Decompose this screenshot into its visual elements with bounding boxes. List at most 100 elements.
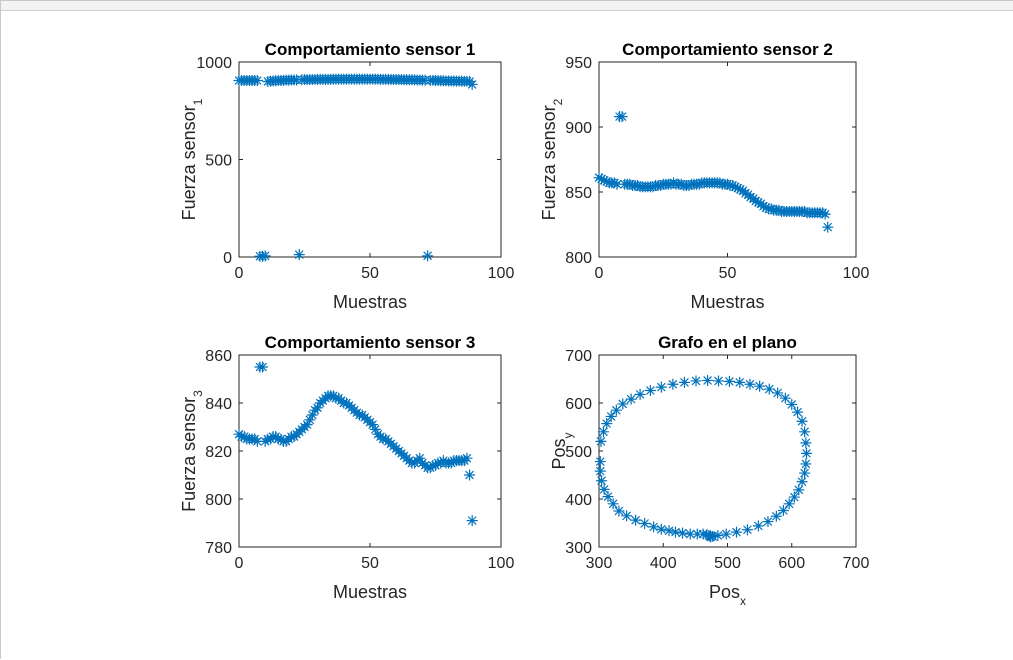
data-point (772, 387, 784, 399)
data-point (595, 435, 607, 447)
data-point (251, 74, 263, 87)
y-axis-label-text: Fuerza sensor (179, 397, 199, 512)
data-point (800, 458, 812, 470)
data-point (763, 383, 775, 395)
data-point (669, 526, 682, 538)
x-tick-label: 400 (650, 555, 677, 572)
y-axis-label-subscript: 2 (551, 98, 565, 105)
data-point (796, 476, 808, 488)
data-point (663, 525, 675, 537)
data-point (786, 398, 798, 411)
y-axis-label-text: Pos (549, 438, 569, 469)
figure-toolbar-strip (1, 1, 1013, 11)
data-point (625, 393, 637, 405)
y-tick-label: 780 (205, 540, 232, 557)
y-tick-label: 800 (205, 492, 232, 509)
data-point (734, 376, 746, 388)
y-tick-label: 600 (565, 396, 592, 413)
data-point (463, 469, 476, 481)
x-axis-label-text: Muestras (690, 292, 764, 312)
y-axis-label-subscript: y (561, 432, 575, 438)
data-point (720, 528, 732, 540)
x-tick-label: 0 (235, 265, 244, 282)
y-axis-label-subscript: 3 (191, 390, 205, 397)
y-tick-label: 700 (565, 348, 592, 365)
y-tick-label: 860 (205, 348, 232, 365)
data-point (697, 528, 709, 540)
chart-title-2: Comportamiento sensor 2 (622, 40, 833, 59)
y-axis-label-1: Fuerza sensor1 (179, 98, 205, 220)
y-tick-label: 300 (565, 540, 592, 557)
x-tick-label: 700 (843, 555, 870, 572)
data-series-1 (233, 73, 478, 262)
x-tick-label: 500 (714, 555, 741, 572)
y-tick-label: 800 (565, 250, 592, 267)
y-tick-label: 500 (565, 444, 592, 461)
data-point (712, 375, 725, 387)
x-tick-label: 100 (843, 265, 870, 282)
y-axis-label-subscript: 1 (191, 98, 205, 105)
x-tick-label: 50 (361, 265, 379, 282)
data-point (788, 491, 800, 503)
data-series-2 (593, 110, 834, 233)
x-tick-label: 300 (586, 555, 613, 572)
data-point (678, 376, 691, 388)
data-point (605, 410, 617, 423)
data-point (762, 515, 774, 528)
axes-box-2 (598, 61, 857, 258)
data-point (634, 388, 646, 400)
data-point (621, 510, 633, 522)
chart-title-1: Comportamiento sensor 1 (265, 40, 476, 59)
data-point (256, 361, 269, 373)
data-point (648, 521, 660, 533)
data-point (800, 447, 813, 459)
data-point (777, 504, 789, 517)
data-point (251, 435, 263, 447)
y-tick-label: 850 (565, 185, 592, 202)
data-point (644, 384, 657, 397)
subplot-3: 0 50 100 780 800 820 840 860 Comportamiento sens… (179, 333, 514, 602)
x-tick-label: 50 (719, 265, 737, 282)
data-point (684, 528, 696, 540)
x-axis-label-1: Muestras (333, 292, 407, 312)
x-tick-label: 600 (778, 555, 805, 572)
data-point (594, 455, 606, 468)
data-point (701, 374, 714, 387)
x-tick-label: 100 (488, 555, 515, 572)
data-point (293, 249, 305, 261)
data-point (752, 520, 764, 532)
data-point (800, 437, 812, 449)
data-point (730, 526, 743, 538)
data-point (744, 378, 756, 390)
data-point (783, 498, 795, 510)
data-point (770, 510, 782, 522)
data-point (422, 250, 434, 262)
y-axis-label-3: Fuerza sensor3 (179, 390, 205, 512)
data-point (597, 426, 610, 438)
x-axis-label-4: Posx (709, 582, 746, 608)
data-series-3 (233, 361, 478, 527)
data-point (259, 250, 271, 262)
data-point (613, 505, 625, 517)
chart-title-4: Grafo en el plano (658, 333, 797, 352)
data-point (798, 467, 811, 479)
y-axis-label-text: Fuerza sensor (179, 105, 199, 220)
axes-box-1 (238, 61, 502, 258)
x-axis-label-text: Muestras (333, 582, 407, 602)
y-tick-label: 1000 (196, 55, 232, 72)
y-tick-label: 950 (565, 55, 592, 72)
x-axis-label-2: Muestras (690, 292, 764, 312)
data-point (617, 398, 629, 410)
data-point (796, 415, 808, 427)
y-axis-label-2: Fuerza sensor2 (539, 98, 565, 220)
data-point (466, 514, 478, 527)
data-point (822, 221, 834, 233)
x-axis-label-3: Muestras (333, 582, 407, 602)
data-series-4 (594, 374, 813, 543)
chart-title-3: Comportamiento sensor 3 (265, 333, 476, 352)
y-tick-label: 500 (205, 153, 232, 170)
x-tick-label: 0 (595, 265, 604, 282)
y-tick-label: 820 (205, 444, 232, 461)
